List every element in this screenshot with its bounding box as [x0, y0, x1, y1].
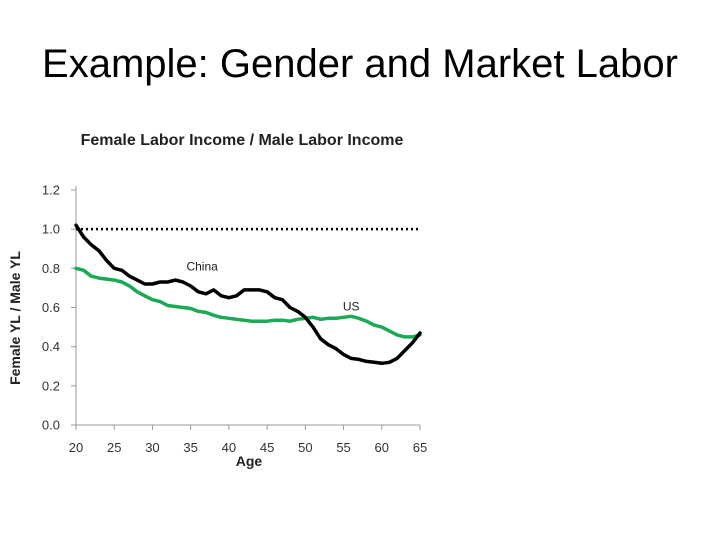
series-label-us: US	[343, 299, 360, 313]
series-line-china	[74, 223, 422, 366]
y-tick-label: 0.8	[42, 261, 60, 276]
x-tick-label: 50	[298, 440, 312, 455]
x-tick-label: 30	[145, 440, 159, 455]
y-tick-label: 0.2	[42, 378, 60, 393]
y-tick-label: 0.6	[42, 300, 60, 315]
x-tick-label: 55	[336, 440, 350, 455]
y-tick-label: 1.2	[42, 183, 60, 198]
chart-title: Female Labor Income / Male Labor Income	[81, 132, 404, 149]
y-tick-label: 1.0	[42, 222, 60, 237]
y-axis-label: Female YL / Male YL	[7, 251, 23, 385]
slide-title: Example: Gender and Market Labor	[42, 42, 678, 86]
x-tick-label: 35	[183, 440, 197, 455]
plot-area: 0.0 0.2 0.4 0.6 0.8 1.0 1.2 20 25 30 35 40 45 50 55 60 6…	[42, 183, 427, 456]
x-tick-label: 60	[375, 440, 389, 455]
x-tick-label: 40	[222, 440, 236, 455]
x-tick-label: 65	[413, 440, 427, 455]
series-label-china: China	[186, 259, 218, 273]
y-tick-label: 0.0	[42, 418, 60, 433]
x-tick-label: 25	[107, 440, 121, 455]
x-tick-label: 45	[260, 440, 274, 455]
series-line-us	[74, 266, 422, 339]
y-tick-label: 0.4	[42, 339, 60, 354]
x-tick-label: 20	[69, 440, 83, 455]
x-axis-label: Age	[236, 453, 263, 469]
